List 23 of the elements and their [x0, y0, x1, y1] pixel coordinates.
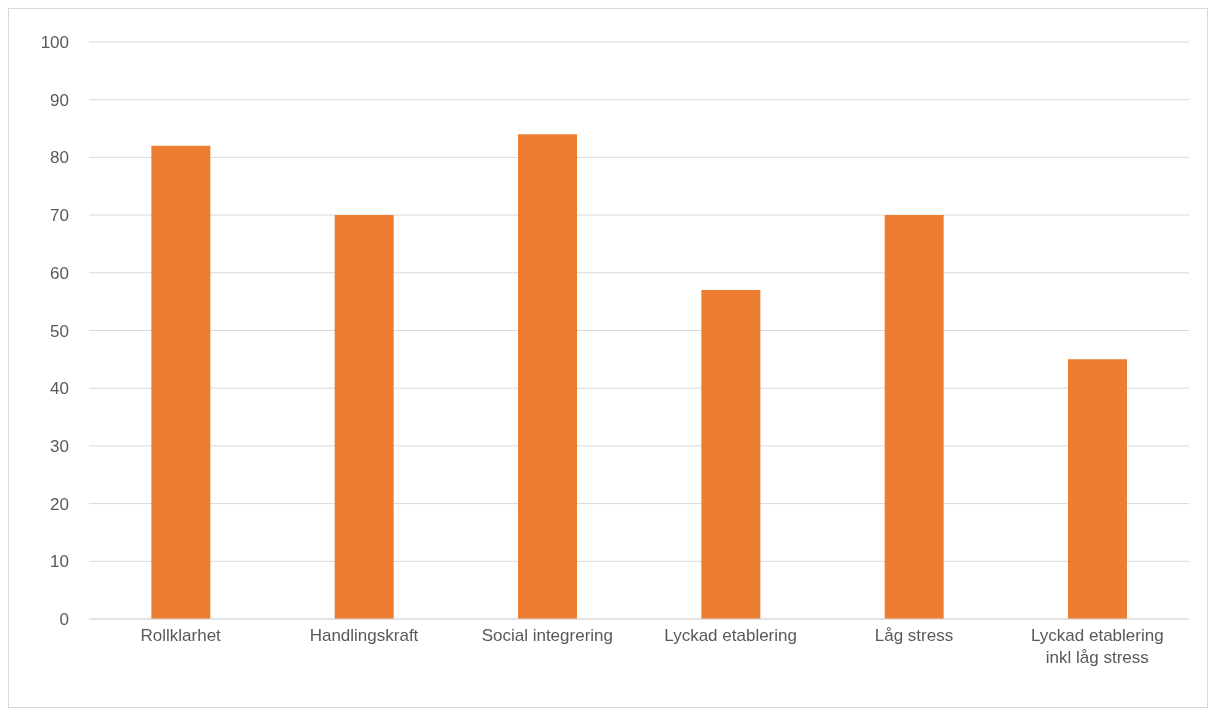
y-tick-label: 40	[50, 379, 69, 399]
bar	[334, 215, 394, 619]
x-tick-label: Social integrering	[481, 626, 614, 645]
x-tick-label: Låg stress	[874, 626, 954, 645]
x-tick-label: Lyckad etablering	[664, 626, 797, 645]
y-tick-label: 20	[50, 494, 69, 514]
y-tick-label: 50	[50, 321, 69, 341]
y-tick-label: 80	[50, 148, 69, 168]
bar	[884, 215, 944, 619]
x-tick-label: Handlingskraft	[309, 626, 419, 645]
y-tick-label: 30	[50, 436, 69, 456]
y-tick-label: 0	[59, 610, 69, 630]
bar	[1068, 359, 1127, 619]
y-tick-label: 60	[50, 263, 69, 283]
x-tick-label: Rollklarhet	[140, 626, 222, 645]
bar	[701, 290, 761, 619]
bar	[151, 145, 211, 619]
y-tick-label: 70	[50, 206, 69, 226]
y-tick-label: 90	[50, 90, 69, 110]
y-tick-label: 10	[50, 552, 69, 572]
bar	[518, 134, 577, 619]
x-tick-label: Lyckad etablering inkl låg stress	[1031, 626, 1164, 667]
y-tick-label: 100	[40, 33, 69, 53]
